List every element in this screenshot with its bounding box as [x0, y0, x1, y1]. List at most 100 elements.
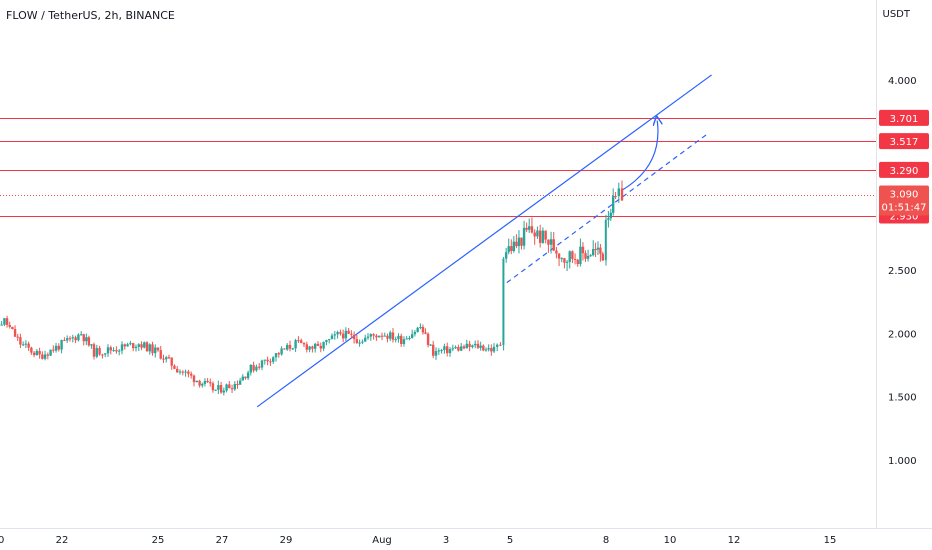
candle-body — [0, 324, 3, 326]
candle-body — [233, 383, 236, 390]
y-tick-label: 2.500 — [888, 266, 917, 277]
candle-body — [424, 332, 427, 334]
candle-body — [156, 347, 160, 351]
candle-body — [294, 340, 297, 349]
y-tick-label: 4.000 — [888, 76, 917, 87]
candle-body — [288, 344, 292, 349]
candle-body — [5, 318, 9, 325]
chart-title: FLOW / TetherUS, 2h, BINANCE — [6, 9, 175, 22]
candle-body — [167, 357, 171, 359]
candle-body — [85, 337, 88, 342]
candle-body — [54, 345, 58, 351]
x-tick-label: 10 — [664, 535, 677, 546]
candle-body — [222, 390, 226, 393]
candle-body — [30, 347, 33, 353]
candle-body — [421, 326, 425, 333]
candle-body — [63, 340, 66, 342]
x-tick-label: 0 — [0, 535, 4, 546]
candle-body — [476, 343, 480, 348]
candle-body — [308, 346, 311, 350]
candle-body — [322, 341, 325, 349]
x-tick-label: 15 — [824, 535, 837, 546]
candle-body — [474, 343, 477, 346]
candle-body — [413, 331, 417, 335]
candle-body — [432, 344, 435, 356]
candle-body — [209, 382, 212, 384]
candle-body — [87, 337, 91, 346]
candle-body — [249, 365, 252, 373]
candle-body — [283, 348, 286, 350]
candle-body — [112, 350, 115, 352]
candle-body — [462, 346, 466, 349]
candle-body — [517, 237, 521, 247]
candle-body — [394, 339, 397, 341]
candle-body — [479, 345, 482, 348]
candle-body — [274, 353, 278, 358]
candle-body — [454, 347, 457, 349]
candle-body — [286, 344, 289, 350]
candle-body — [350, 333, 353, 335]
candle-body — [272, 357, 275, 362]
candle-body — [391, 332, 395, 340]
x-tick-label: 5 — [507, 535, 513, 546]
candle-body — [104, 353, 107, 355]
candle-body — [120, 344, 124, 351]
x-tick-label: Aug — [372, 535, 392, 546]
candle-body — [95, 348, 98, 357]
candle-body — [49, 349, 52, 356]
candle-body — [555, 250, 558, 254]
candle-body — [305, 344, 308, 350]
candle-body — [502, 258, 505, 346]
candle-body — [426, 333, 430, 346]
x-tick-label: 12 — [728, 535, 741, 546]
candle-body — [68, 338, 72, 340]
candle-body — [280, 348, 283, 355]
candle-body — [192, 375, 196, 383]
candle-body — [358, 342, 361, 344]
candle-body — [258, 366, 261, 368]
candle-body — [341, 333, 345, 339]
candle-body — [599, 247, 602, 254]
candle-body — [148, 344, 151, 352]
y-tick-label: 2.000 — [888, 329, 917, 340]
candle-body — [468, 343, 471, 348]
x-tick-label: 8 — [603, 535, 609, 546]
candle-body — [162, 358, 165, 360]
candle-body — [607, 218, 610, 220]
level-price-badge — [879, 161, 929, 178]
candle-body — [504, 252, 508, 259]
candle-body — [170, 357, 173, 366]
candle-body — [311, 346, 314, 349]
candle-body — [77, 334, 80, 341]
candle-body — [410, 334, 414, 339]
candle-countdown-label: 01:51:47 — [882, 203, 927, 214]
candle-body — [38, 350, 41, 355]
candle-body — [419, 326, 422, 328]
candle-body — [132, 343, 135, 349]
candle-body — [154, 347, 157, 354]
candle-body — [563, 258, 566, 263]
candle-body — [446, 346, 449, 354]
candle-body — [492, 346, 496, 352]
candle-body — [571, 251, 574, 259]
candle-body — [225, 384, 228, 391]
candle-body — [43, 354, 47, 359]
level-price-label: 2.930 — [890, 212, 919, 223]
candle-body — [547, 239, 550, 245]
level-price-badge — [879, 109, 929, 126]
candle-body — [429, 344, 432, 346]
candle-body — [352, 334, 356, 340]
candle-body — [594, 249, 597, 251]
candle-body — [8, 324, 11, 327]
candle-body — [612, 196, 615, 213]
candle-body — [230, 388, 234, 390]
candle-body — [255, 366, 258, 371]
candle-body — [573, 258, 577, 260]
candle-body — [544, 230, 547, 240]
x-tick-label: 22 — [56, 535, 69, 546]
candle-body — [266, 359, 269, 362]
candle-body — [27, 343, 30, 348]
candle-body — [369, 334, 372, 337]
candle-body — [557, 253, 561, 259]
